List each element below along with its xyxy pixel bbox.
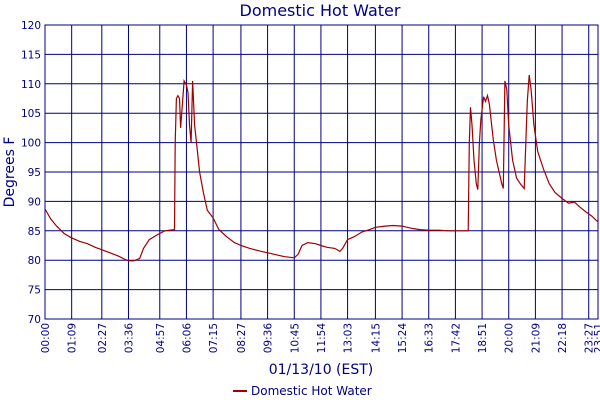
y-axis-ticks: 70 75 80 85 90 95 100 105 110 115 120 xyxy=(21,20,41,326)
x-axis-label: 01/13/10 (EST) xyxy=(269,362,374,378)
y-tick-label: 70 xyxy=(28,314,41,326)
x-tick-label: 01:09 xyxy=(67,323,79,353)
x-tick-label: 07:15 xyxy=(208,323,220,353)
x-tick-label: 17:42 xyxy=(450,323,462,353)
plot-frame xyxy=(44,24,599,320)
x-tick-label: 09:36 xyxy=(263,323,275,354)
y-tick-label: 85 xyxy=(28,226,41,238)
y-tick-label: 90 xyxy=(28,196,41,208)
x-tick-label: 08:27 xyxy=(236,323,248,353)
y-tick-label: 110 xyxy=(21,79,41,91)
x-axis-ticks: 00:00 01:09 02:27 03:36 04:57 06:06 07:15 08:27… xyxy=(40,323,600,354)
y-tick-label: 75 xyxy=(28,285,41,297)
legend: Domestic Hot Water xyxy=(233,384,372,398)
x-tick-label: 10:45 xyxy=(289,323,301,353)
x-tick-label: 15:24 xyxy=(397,323,409,354)
x-tick-label: 04:57 xyxy=(155,323,167,353)
y-tick-label: 120 xyxy=(21,20,41,32)
x-tick-label: 18:51 xyxy=(477,323,489,353)
x-tick-label: 20:00 xyxy=(504,323,516,353)
y-tick-label: 105 xyxy=(21,108,41,120)
legend-label: Domestic Hot Water xyxy=(251,384,372,398)
x-tick-label: 16:33 xyxy=(424,323,436,353)
x-tick-label: 23:27 xyxy=(584,323,596,353)
x-tick-label: 14:15 xyxy=(370,323,382,353)
x-tick-label: 21:09 xyxy=(530,323,542,353)
series-line-domestic-hot-water xyxy=(44,74,599,262)
y-tick-label: 115 xyxy=(21,49,41,61)
x-tick-label: 22:18 xyxy=(557,323,569,353)
x-tick-label: 00:00 xyxy=(40,323,52,353)
x-tick-label: 23:51 xyxy=(593,323,600,353)
y-tick-label: 100 xyxy=(21,138,41,150)
y-tick-label: 95 xyxy=(28,167,41,179)
x-tick-label: 03:36 xyxy=(123,323,135,354)
x-tick-label: 13:03 xyxy=(343,323,355,353)
y-tick-label: 80 xyxy=(28,255,41,267)
y-axis-label: Degrees F xyxy=(2,137,18,208)
x-tick-label: 02:27 xyxy=(97,323,109,353)
x-tick-label: 06:06 xyxy=(181,323,193,354)
x-tick-label: 11:54 xyxy=(316,323,328,354)
chart-title: Domestic Hot Water xyxy=(240,1,401,20)
